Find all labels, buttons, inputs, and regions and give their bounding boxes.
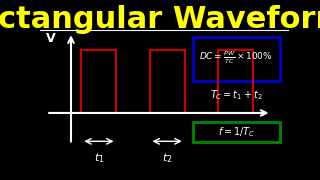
Text: $t_1$: $t_1$ (94, 151, 104, 165)
Text: $f = 1/T_C$: $f = 1/T_C$ (218, 125, 255, 139)
Text: $t_2$: $t_2$ (162, 151, 172, 165)
Text: Rectangular Waveforms: Rectangular Waveforms (0, 5, 320, 34)
Text: V: V (45, 32, 55, 45)
Text: $T_C = t_1 + t_2$: $T_C = t_1 + t_2$ (210, 88, 263, 102)
Text: $DC = \frac{PW}{TC} \times 100\%$: $DC = \frac{PW}{TC} \times 100\%$ (199, 50, 273, 66)
